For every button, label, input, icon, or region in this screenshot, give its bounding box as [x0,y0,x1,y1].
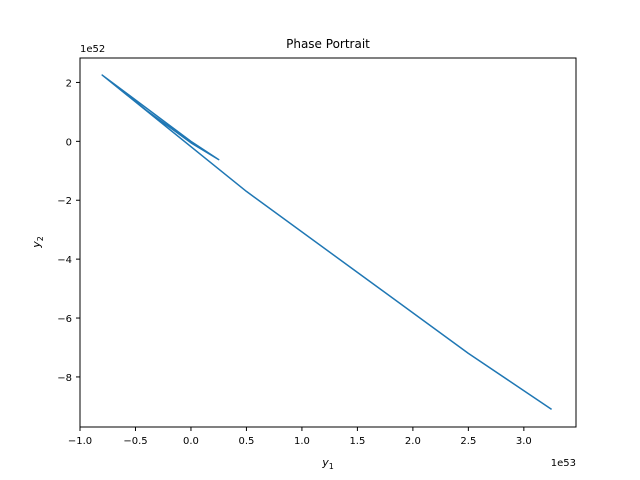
y-tick-label: 0 [66,137,72,148]
x-axis-label-main: y [321,456,329,469]
y-tick-label: −4 [57,255,72,266]
x-tick-label: 2.0 [405,436,421,447]
x-offset-text: 1e53 [551,458,576,469]
y-tick-label: 2 [66,78,72,89]
x-tick-label: 1.5 [349,436,365,447]
x-tick-label: −0.5 [123,436,147,447]
y-axis-label: y2 [30,236,45,249]
plot-frame [79,57,577,428]
x-axis-label: y1 [321,456,334,471]
plot-layer [101,74,553,410]
x-axis-label-subscript: 1 [329,462,334,471]
y-axis-label-main: y [30,241,43,249]
y-axis: 2 0 −2 −4 −6 −8 [57,78,80,384]
y-offset-text: 1e52 [80,44,105,55]
x-tick-label: 2.5 [460,436,476,447]
y-axis-label-subscript: 2 [36,236,45,241]
x-tick-label: 0.0 [183,436,199,447]
x-tick-label: 3.0 [516,436,532,447]
x-axis: −1.0 −0.5 0.0 0.5 1.0 1.5 2.0 2.5 3.0 [68,427,532,447]
y-tick-label: −6 [57,314,72,325]
y-tick-label: −2 [57,196,72,207]
x-tick-label: 1.0 [294,436,310,447]
series-line [101,74,553,410]
chart-title: Phase Portrait [286,37,370,51]
y-tick-label: −8 [57,373,72,384]
x-tick-label: 0.5 [238,436,254,447]
x-tick-label: −1.0 [68,436,92,447]
